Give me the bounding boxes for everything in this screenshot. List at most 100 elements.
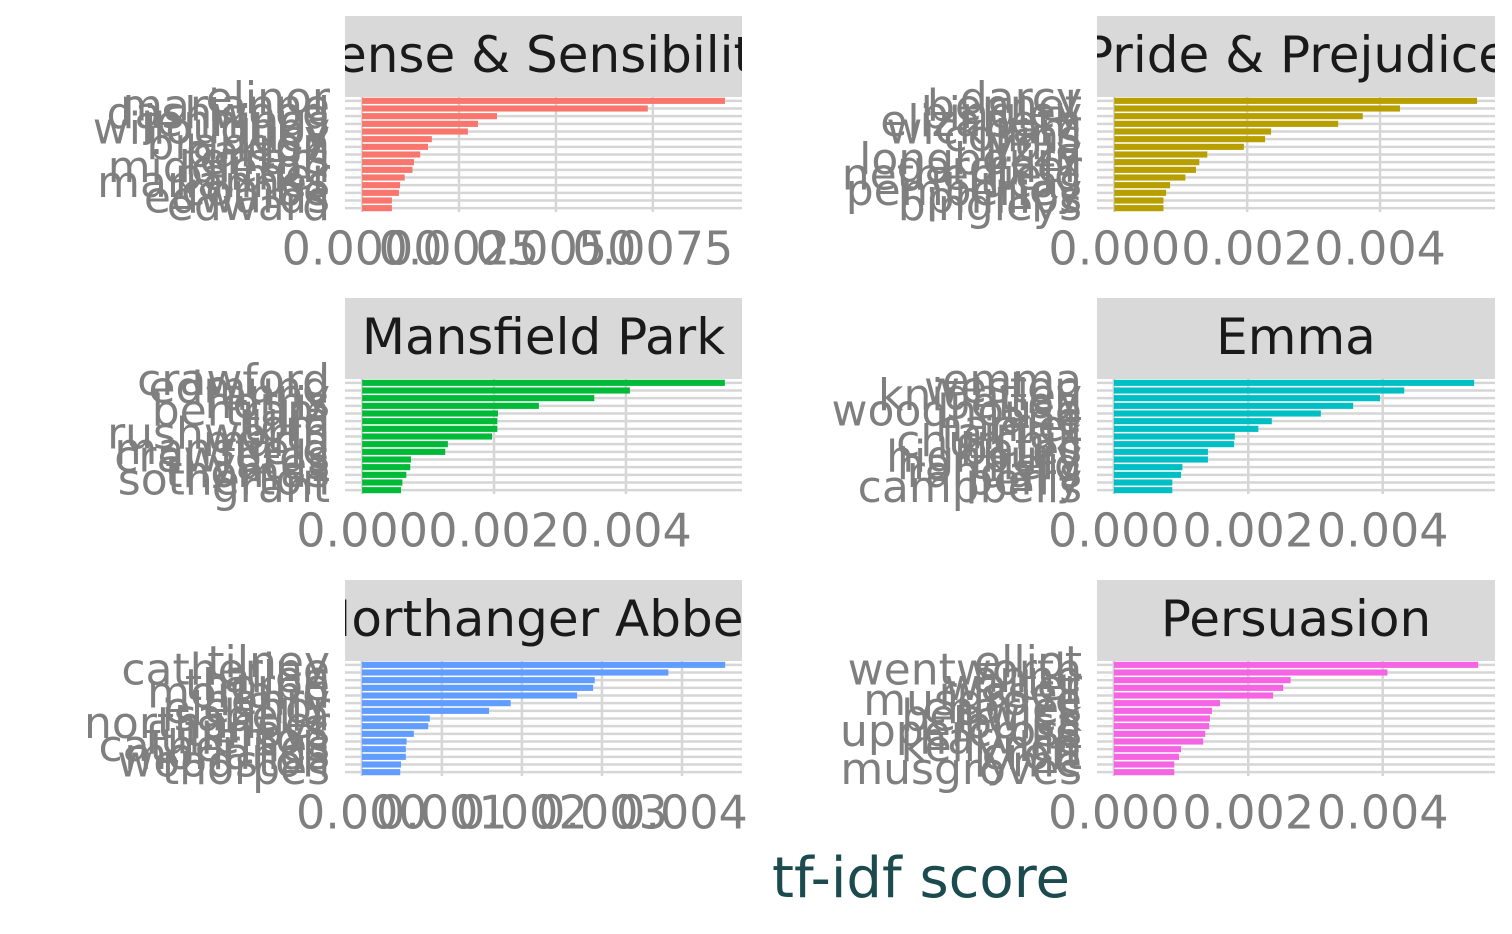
bar [1113, 402, 1354, 409]
y-tick-label: bennet [927, 81, 1082, 132]
bar [362, 151, 421, 158]
y-tick-label: rushworth [107, 409, 330, 460]
bar [1113, 479, 1173, 486]
strip [1097, 580, 1495, 661]
bar [1113, 395, 1381, 402]
bar [361, 746, 406, 753]
x-tick-label: 0.002 [1182, 504, 1314, 558]
y-tick-label: edmund [148, 363, 330, 414]
y-tick-label: pemberley [846, 165, 1082, 216]
y-tick-label: eleanor [164, 683, 331, 734]
y-tick-label: dashwood [107, 88, 330, 139]
y-tick-label: bertram [152, 386, 330, 437]
y-tick-label: kellynch [901, 721, 1082, 772]
y-tick-label: russell [939, 668, 1082, 719]
y-tick-label: harriet [935, 401, 1082, 452]
x-tick-label: 0.003 [536, 786, 668, 840]
bar [1113, 433, 1235, 440]
y-tick-label: wickham [886, 104, 1082, 155]
bar [1114, 113, 1363, 120]
y-tick-label: collins [943, 111, 1082, 162]
y-tick-label: henry [203, 675, 330, 726]
y-tick-label: julia [237, 393, 330, 444]
x-tick-label: 0.0000 [282, 222, 443, 276]
bar [1113, 471, 1182, 478]
bar [362, 182, 401, 189]
y-tick-label: lydia [977, 119, 1082, 170]
bar [1113, 753, 1180, 760]
bar [362, 197, 392, 204]
bar [1114, 128, 1272, 135]
bar [361, 707, 490, 714]
y-tick-label: elliot [974, 637, 1082, 688]
bar [361, 661, 726, 668]
bar [1113, 677, 1291, 684]
x-axis-title: tf-idf score [772, 846, 1070, 911]
bar [1113, 730, 1206, 737]
x-tick-label: 0.0050 [475, 222, 636, 276]
x-tick-label: 0.004 [616, 786, 748, 840]
bar [362, 379, 725, 386]
y-tick-label: combe [181, 165, 330, 216]
y-tick-label: catherine [121, 645, 330, 696]
strip [345, 580, 742, 661]
y-tick-label: lucy [240, 111, 330, 162]
bar [362, 395, 595, 402]
y-tick-label: longbourn [859, 134, 1082, 185]
x-tick-label: 0.0075 [572, 222, 733, 276]
x-tick-label: 0.000 [1048, 222, 1180, 276]
y-tick-label: thorpes [162, 744, 330, 795]
x-tick-label: 0.001 [376, 786, 508, 840]
bar [1114, 182, 1171, 189]
y-tick-label: jane [987, 393, 1082, 444]
strip-title: Emma [1216, 308, 1376, 366]
bar [1113, 661, 1479, 668]
bar [361, 761, 402, 768]
y-tick-label: grant [212, 462, 330, 513]
bar [362, 456, 411, 463]
bar [1113, 410, 1321, 417]
y-tick-label: woodhouse [832, 386, 1082, 437]
y-tick-label: bingleys [898, 180, 1082, 231]
y-tick-label: allen [224, 652, 330, 703]
y-tick-label: woodston [117, 737, 330, 788]
bar [361, 684, 594, 691]
x-tick-label: 0.004 [560, 504, 692, 558]
x-tick-label: 0.002 [428, 504, 560, 558]
y-tick-label: churchill [896, 416, 1082, 467]
x-tick-label: 0.002 [1181, 222, 1313, 276]
bar [1113, 738, 1204, 745]
y-tick-label: edwards [144, 173, 330, 224]
y-tick-label: maria [203, 416, 330, 467]
bar [362, 402, 539, 409]
bar [1114, 189, 1167, 196]
bar [362, 425, 498, 432]
y-tick-label: barton [185, 127, 330, 178]
bar [1113, 387, 1405, 394]
y-tick-label: tilney [207, 637, 330, 688]
bar [361, 669, 669, 676]
y-tick-label: crawford [137, 355, 330, 406]
y-tick-label: fairfax [941, 409, 1082, 460]
bar [361, 738, 407, 745]
x-tick-label: 0.0025 [378, 222, 539, 276]
y-tick-label: morland [147, 668, 330, 719]
y-tick-label: yates [210, 439, 330, 490]
bar [1114, 97, 1478, 104]
y-tick-label: darcy [960, 73, 1082, 124]
strip [1097, 298, 1495, 379]
bar [1114, 159, 1200, 166]
y-tick-label: knightley [878, 370, 1082, 421]
bar [1113, 669, 1388, 676]
bar [1113, 464, 1183, 471]
strip-title: Northanger Abbey [314, 590, 773, 648]
y-tick-label: benwick [901, 691, 1082, 742]
x-tick-label: 0.000 [1048, 504, 1180, 558]
y-tick-label: thorpe [185, 660, 330, 711]
y-tick-label: fanny [206, 370, 330, 421]
bar [1114, 174, 1186, 181]
bar [1114, 151, 1208, 158]
bar [1113, 700, 1221, 707]
bar [1113, 456, 1208, 463]
bar [1113, 441, 1235, 448]
